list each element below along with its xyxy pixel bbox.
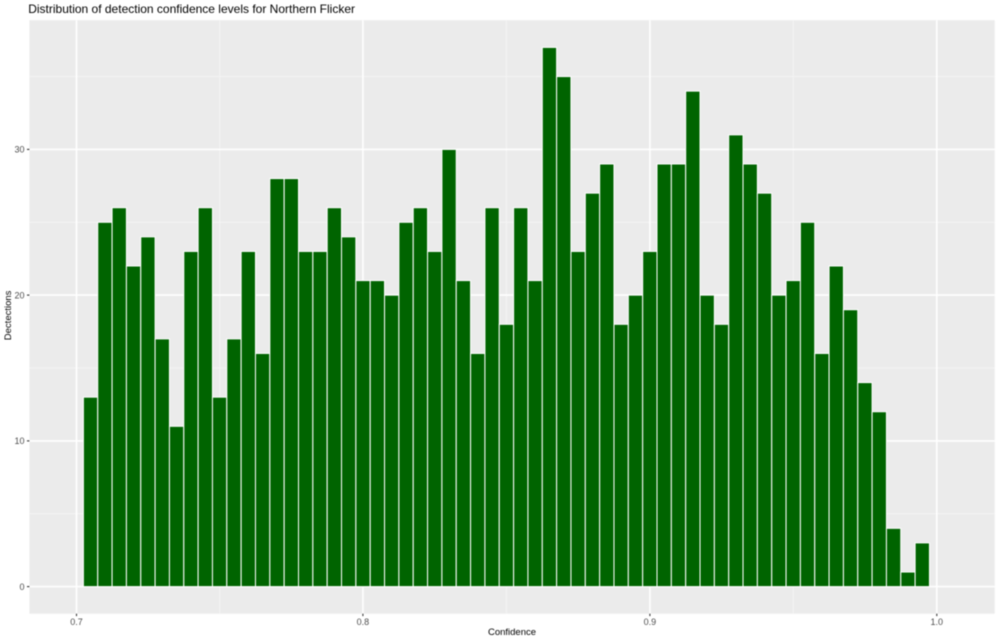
svg-text:Dectections: Dectections — [3, 290, 14, 340]
svg-text:10: 10 — [14, 436, 24, 446]
svg-text:0.8: 0.8 — [357, 617, 370, 627]
svg-text:20: 20 — [14, 290, 24, 300]
svg-text:0.9: 0.9 — [644, 617, 657, 627]
svg-text:30: 30 — [14, 145, 24, 155]
svg-text:0: 0 — [19, 582, 24, 592]
svg-text:0.7: 0.7 — [70, 617, 83, 627]
svg-text:Confidence: Confidence — [488, 627, 536, 638]
svg-text:Distribution of detection conf: Distribution of detection confidence lev… — [28, 2, 355, 16]
svg-text:1.0: 1.0 — [931, 617, 944, 627]
